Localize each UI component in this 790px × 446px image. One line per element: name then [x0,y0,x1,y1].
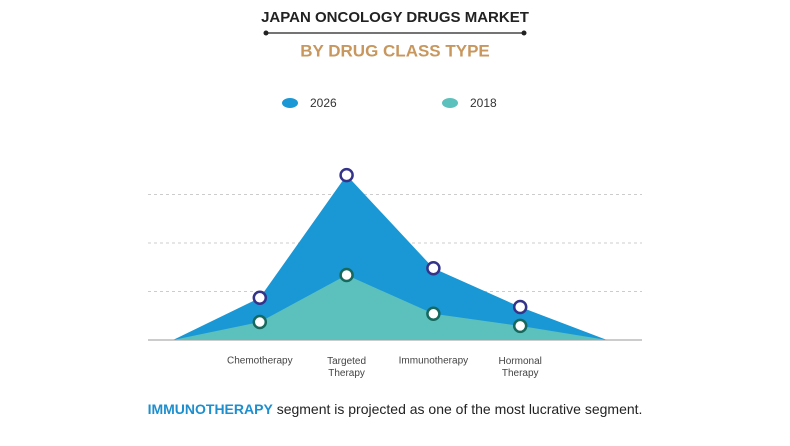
area [173,275,607,340]
chart-title: JAPAN ONCOLOGY DRUGS MARKET [261,9,529,26]
point-marker [426,306,441,322]
footer-text: segment is projected as one of the most … [277,401,643,417]
point-marker [512,299,528,315]
footer: IMMUNOTHERAPY segment is projected as on… [148,401,643,417]
legend-label: 2026 [310,96,337,110]
area [173,175,607,340]
legend-swatch [442,98,458,108]
legend-label: 2018 [470,96,497,110]
point-marker [426,260,441,276]
point-marker [252,290,268,306]
chart-subtitle: BY DRUG CLASS TYPE [300,41,490,60]
x-tick-label: Immunotherapy [399,356,468,367]
point-marker [339,167,354,183]
point-marker [339,267,354,283]
point-marker [512,318,528,334]
x-tick-label: Hormonal Therapy [499,356,542,379]
rule-dot [521,30,527,36]
rule-dot [263,30,269,36]
x-tick-label: Chemotherapy [227,356,293,367]
legend-swatch [282,98,298,108]
x-tick-label: Targeted Therapy [327,356,366,379]
footer-highlight: IMMUNOTHERAPY [148,401,274,417]
point-marker [252,314,268,330]
